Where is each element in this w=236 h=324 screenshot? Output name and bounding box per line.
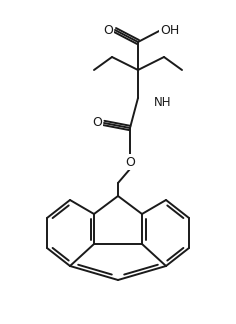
Text: NH: NH bbox=[154, 97, 172, 110]
Text: OH: OH bbox=[160, 24, 180, 37]
Text: O: O bbox=[92, 117, 102, 130]
Text: O: O bbox=[103, 24, 113, 37]
Text: O: O bbox=[125, 156, 135, 168]
